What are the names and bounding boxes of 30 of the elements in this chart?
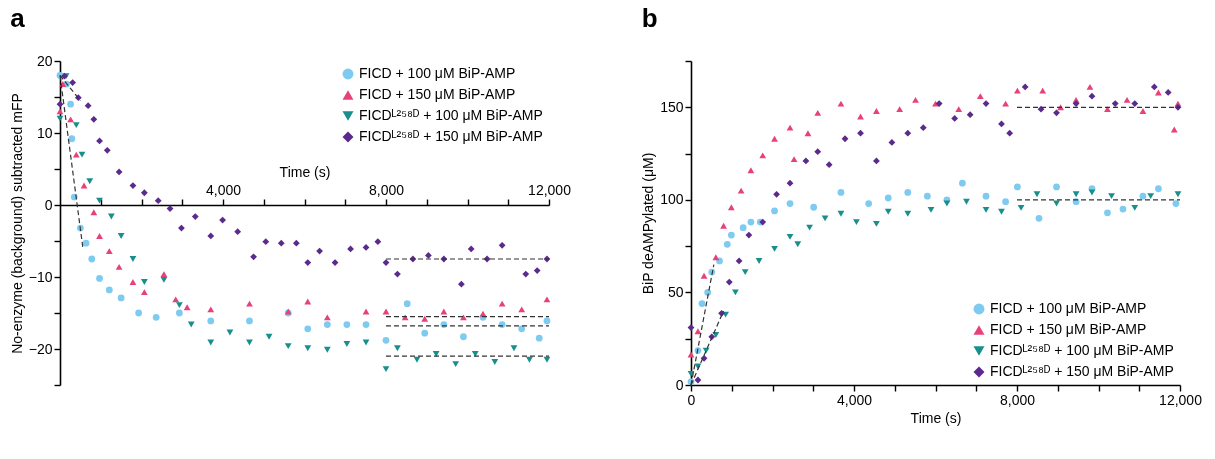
y-tick-label: 20 — [36, 52, 53, 69]
x-tick-label: 12,000 — [1159, 391, 1203, 408]
y-tick-label: 0 — [44, 196, 53, 213]
legend-label: FICDᴸ²⁵⁸ᴰ + 100 μM BiP-AMP — [990, 342, 1174, 358]
y-tick-label: −20 — [28, 340, 53, 357]
legend-label: FICD + 150 μM BiP-AMP — [359, 86, 516, 102]
x-axis-title: Time (s) — [910, 409, 962, 426]
x-axis-title: Time (s) — [279, 163, 331, 180]
y-tick-label: 50 — [667, 283, 684, 300]
text: a — [10, 3, 26, 33]
x-tick-label: 8,000 — [999, 391, 1036, 408]
y-tick-label: 0 — [675, 376, 684, 393]
y-tick-label: 10 — [36, 124, 53, 141]
y-tick-label: −10 — [28, 268, 53, 285]
legend-label: FICDᴸ²⁵⁸ᴰ + 150 μM BiP-AMP — [359, 128, 543, 144]
y-axis-title: BiP deAMPylated (μM) — [640, 152, 657, 295]
y-axis-title: No-enzyme (background) subtracted mFP — [8, 93, 25, 354]
x-tick-label: 0 — [687, 391, 696, 408]
x-tick-label: 8,000 — [368, 181, 405, 198]
text: b — [641, 3, 658, 33]
x-tick-label: 12,000 — [528, 181, 572, 198]
legend-label: FICDᴸ²⁵⁸ᴰ + 150 μM BiP-AMP — [990, 363, 1174, 379]
y-tick-label: 100 — [660, 191, 684, 208]
x-tick-label: 4,000 — [836, 391, 873, 408]
legend-label: FICD + 100 μM BiP-AMP — [990, 300, 1147, 316]
legend-label: FICD + 100 μM BiP-AMP — [359, 65, 516, 81]
y-tick-label: 150 — [660, 98, 684, 115]
legend-label: FICDᴸ²⁵⁸ᴰ + 100 μM BiP-AMP — [359, 107, 543, 123]
legend-label: FICD + 150 μM BiP-AMP — [990, 321, 1147, 337]
x-tick-label: 4,000 — [205, 181, 242, 198]
